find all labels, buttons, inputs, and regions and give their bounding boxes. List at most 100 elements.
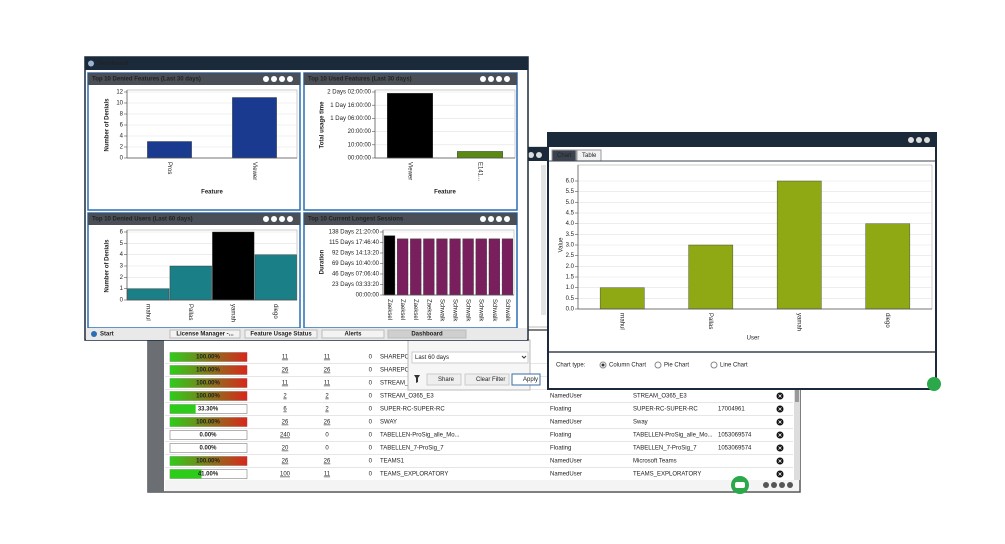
tab-label[interactable]: Table [582,153,597,159]
pct-bar [170,378,247,388]
scroll-thumb [795,390,799,402]
window-button[interactable] [504,76,510,82]
period-select[interactable] [411,351,529,364]
window-button[interactable] [271,216,277,222]
window-button[interactable] [263,76,269,82]
x-tick-label: yamah [796,313,802,331]
filter-button-label[interactable]: Clear Filter [476,377,505,383]
count: 0 [369,420,373,426]
chat-button[interactable] [927,377,941,391]
link[interactable]: 2 [325,407,329,413]
panel-title: Top 10 Denied Features (Last 30 days) [92,77,201,83]
task-button[interactable] [169,329,241,339]
y-tick-label: 5 [120,241,124,247]
link[interactable]: 11 [282,355,289,361]
y-tick-label: 2 Days 02:00:00 [327,90,371,96]
link[interactable]: 2 [283,394,287,400]
pct-bar [170,456,247,466]
link[interactable]: 100 [280,472,291,478]
task-label[interactable]: License Manager -... [176,332,234,338]
x-tick-label: Pros [166,162,172,174]
bar [776,180,822,310]
link[interactable]: 11 [324,381,331,387]
task-button[interactable] [321,329,385,339]
y-tick-label: 1.0 [566,285,575,291]
link[interactable]: 11 [324,355,331,361]
link[interactable]: 26 [324,459,331,465]
pct-label: 41.00% [198,472,219,478]
window-button[interactable] [287,216,293,222]
window-button[interactable] [287,76,293,82]
bar [488,238,500,296]
y-tick-label: 1.5 [566,275,575,281]
chart-type-option[interactable]: Column Chart [609,363,646,369]
pct-bar [170,417,247,427]
window-button[interactable] [496,76,502,82]
pct-label: 33.30% [198,407,219,413]
count: 0 [369,459,373,465]
link[interactable]: 6 [283,407,287,413]
x-axis-label: User [747,336,760,342]
filter-button[interactable] [511,373,541,386]
window-button[interactable] [779,482,785,488]
count: 0 [325,446,329,452]
filter-button-label[interactable]: Share [438,377,455,383]
window-button[interactable] [504,216,510,222]
count: 0 [369,472,373,478]
link[interactable]: 2 [325,394,329,400]
tab-label[interactable]: Chart [557,153,572,159]
window-button[interactable] [528,152,534,158]
filter-button[interactable] [464,373,510,386]
link[interactable]: 11 [282,381,289,387]
link[interactable]: 26 [282,459,289,465]
window-button[interactable] [279,216,285,222]
period[interactable]: Last 60 days [415,355,449,361]
x-tick-label: Pallas [707,313,713,329]
task-label[interactable]: Feature Usage Status [250,332,312,338]
task-button[interactable] [387,329,467,339]
link[interactable]: 26 [282,420,289,426]
y-tick-label: 8 [120,112,124,118]
filter-button[interactable] [426,373,462,386]
link[interactable]: 26 [324,368,331,374]
chart-type-option[interactable]: Line Chart [720,363,748,369]
window-button[interactable] [488,76,494,82]
radio[interactable] [654,361,662,369]
window-button[interactable] [496,216,502,222]
panel-title: Top 10 Denied Users (Last 60 days) [92,217,193,223]
window-button[interactable] [271,76,277,82]
window-button[interactable] [263,216,269,222]
window-button[interactable] [279,76,285,82]
y-tick-label: 0 [120,298,124,304]
window-button[interactable] [536,152,542,158]
link[interactable]: 26 [324,420,331,426]
window-button[interactable] [480,76,486,82]
link[interactable]: 26 [282,368,289,374]
y-tick-label: 4.5 [566,211,575,217]
bar [501,238,514,296]
feature-name: SWAY [380,420,397,426]
task-button[interactable] [244,329,318,339]
window-button[interactable] [916,137,922,143]
bar [212,231,255,301]
window-button[interactable] [488,216,494,222]
window-button[interactable] [787,482,793,488]
task-label[interactable]: Alerts [344,332,362,338]
window-button[interactable] [763,482,769,488]
window-button[interactable] [924,137,930,143]
link[interactable]: 20 [282,446,289,452]
feature-name: STREAM_O365_E3 [380,394,434,400]
radio[interactable] [710,361,718,369]
task-label[interactable]: Dashboard [411,332,443,338]
filter-button-label[interactable]: Apply [523,377,538,383]
delete-x [778,446,782,450]
pct-label: 100.00% [196,420,220,426]
window-button[interactable] [908,137,914,143]
count: 0 [325,433,329,439]
window-button[interactable] [480,216,486,222]
task-label[interactable]: Start [100,332,114,338]
chart-type-option[interactable]: Pie Chart [664,363,689,369]
link[interactable]: 240 [280,433,291,439]
link[interactable]: 11 [324,472,331,478]
window-button[interactable] [771,482,777,488]
